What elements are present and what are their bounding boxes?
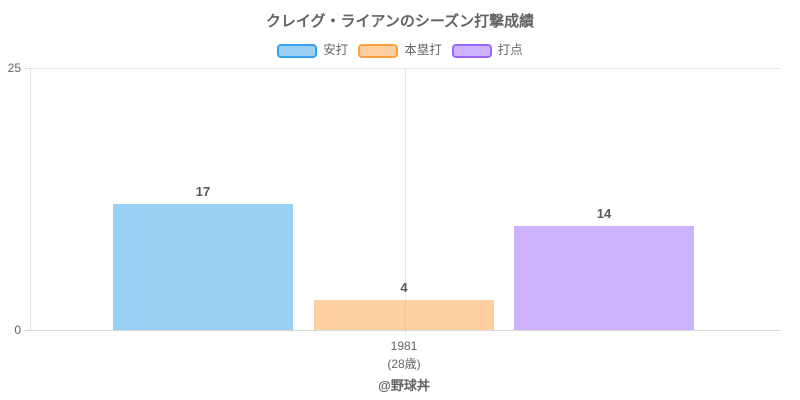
bar-value-hits: 17 [195, 184, 211, 199]
rbi-swatch-icon [451, 43, 492, 58]
bar-value-rbi: 14 [596, 206, 612, 221]
legend-item-hits[interactable]: 安打 [277, 43, 348, 58]
y-axis-line [30, 68, 31, 330]
hits-swatch-icon [277, 43, 318, 58]
x-axis-line [24, 330, 780, 331]
bar-homeruns [314, 300, 494, 330]
bar-hits [113, 204, 293, 330]
gridline-category [405, 68, 406, 338]
footer-credit: @野球丼 [378, 378, 430, 393]
legend-label-hits: 安打 [323, 43, 349, 57]
legend-item-rbi[interactable]: 打点 [451, 43, 523, 58]
legend-label-rbi: 打点 [497, 43, 523, 57]
bar-rbi [514, 226, 694, 330]
x-tick-year: 1981 [390, 339, 418, 353]
legend: 安打 本塁打 打点 [0, 43, 800, 58]
homeruns-swatch-icon [358, 43, 399, 58]
legend-item-homeruns[interactable]: 本塁打 [358, 43, 442, 58]
legend-label-homeruns: 本塁打 [404, 43, 442, 57]
x-tick-age: (28歳) [387, 357, 421, 371]
y-tick-zero: 0 [14, 323, 21, 337]
chart-title: クレイグ・ライアンのシーズン打撃成績 [265, 13, 535, 30]
y-tick-max: 25 [7, 61, 21, 75]
bar-value-homeruns: 4 [400, 280, 408, 295]
gridline-ymax [24, 68, 780, 69]
